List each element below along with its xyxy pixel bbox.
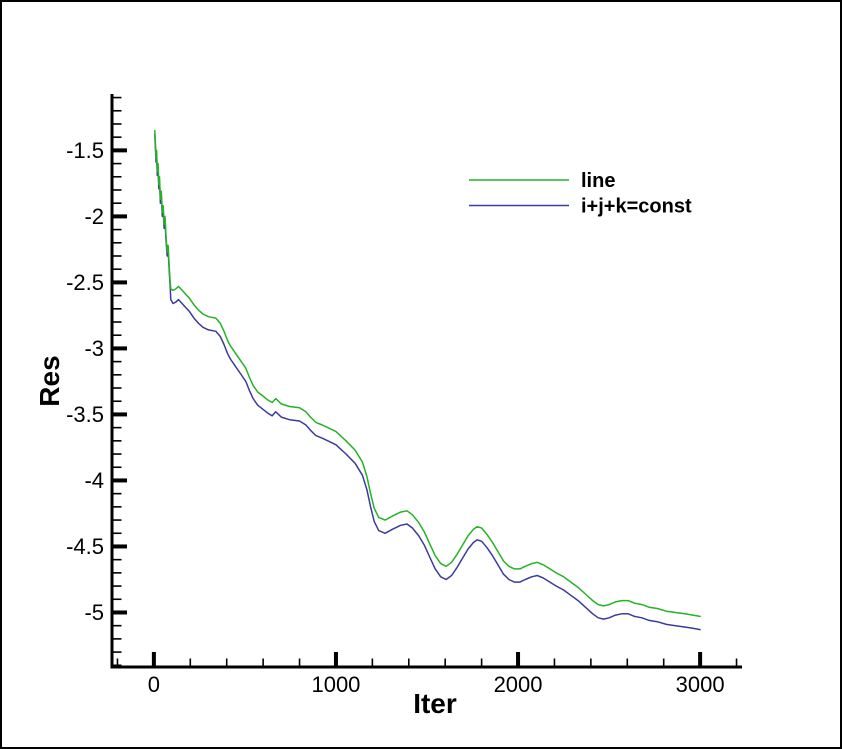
- legend-label: line: [581, 170, 615, 192]
- legend-label: i+j+k=const: [581, 196, 692, 218]
- series-i-j-k-const: [154, 133, 701, 631]
- x-tick-label: 2000: [494, 672, 543, 697]
- y-tick-label: -4: [84, 468, 104, 493]
- y-axis-title: Res: [34, 355, 65, 406]
- y-tick-label: -2: [84, 204, 104, 229]
- y-tick-label: -2.5: [66, 270, 104, 295]
- y-tick-label: -4.5: [66, 534, 104, 559]
- x-tick-label: 1000: [311, 672, 360, 697]
- x-axis-title: Iter: [413, 688, 457, 719]
- x-tick-label: 0: [148, 672, 160, 697]
- x-tick-label: 3000: [676, 672, 725, 697]
- y-tick-label: -3: [84, 336, 104, 361]
- series-line: [154, 129, 701, 618]
- y-tick-label: -5: [84, 600, 104, 625]
- y-tick-label: -1.5: [66, 138, 104, 163]
- y-tick-label: -3.5: [66, 402, 104, 427]
